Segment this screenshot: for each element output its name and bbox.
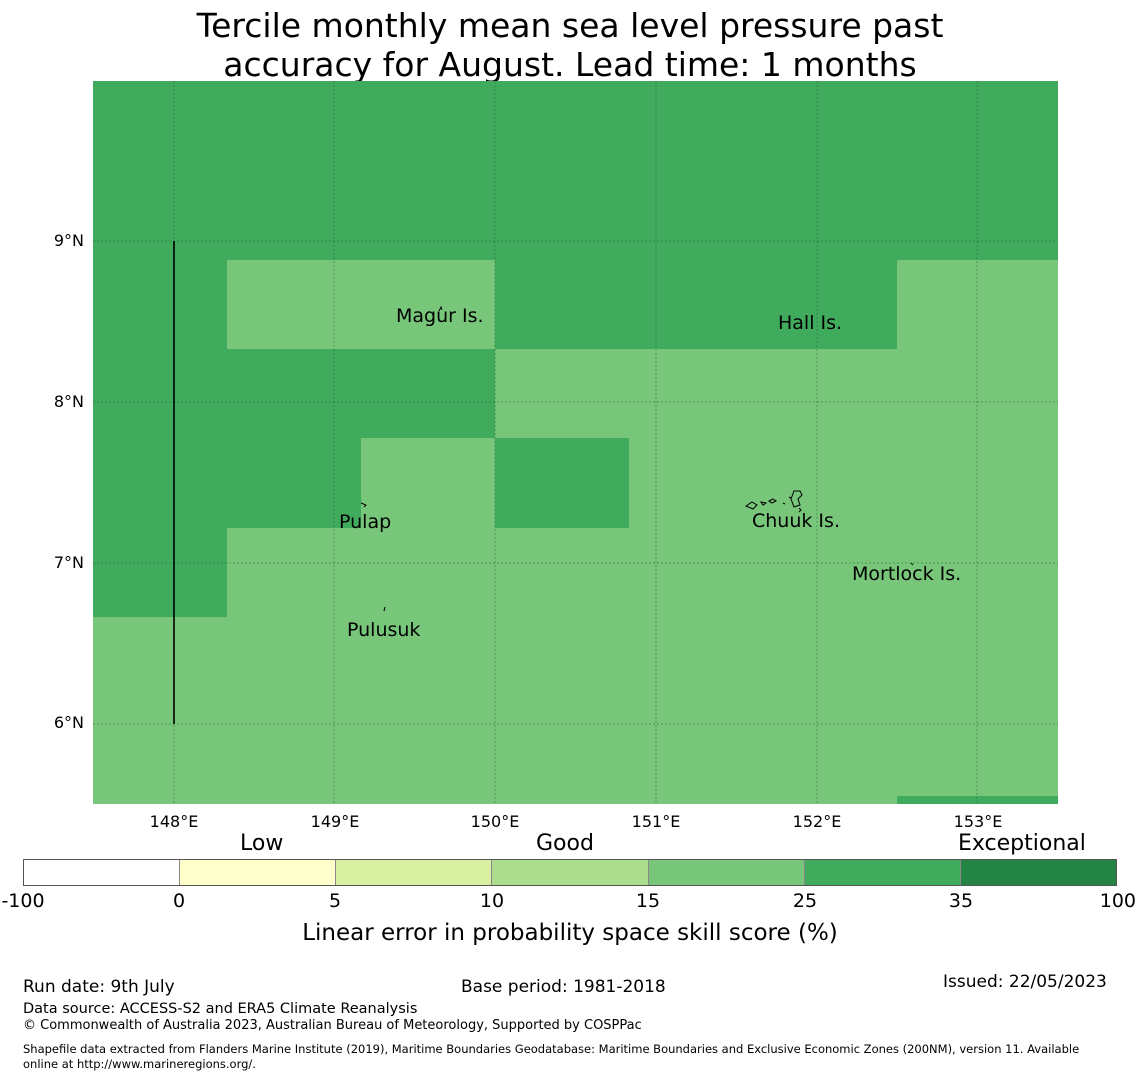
shapefile-credit-line-2: online at http://www.marineregions.org/. (23, 1057, 256, 1071)
y-tick-label: 7°N (53, 553, 84, 572)
map-cell (227, 349, 495, 438)
colorbar-tick-label: 35 (948, 890, 974, 912)
map-cell (897, 796, 1058, 804)
map-cell (227, 438, 361, 528)
pulap-island-outline (360, 502, 367, 508)
map-cell (93, 81, 1058, 260)
issued-date: Issued: 22/05/2023 (943, 972, 1107, 992)
label-hall-islands: Hall Is. (778, 312, 843, 334)
colorbar-segment (24, 860, 181, 885)
colorbar-tick-label: 5 (328, 890, 342, 912)
y-tick-label: 8°N (53, 392, 84, 411)
colorbar-axis-label: Linear error in probability space skill … (302, 920, 838, 946)
colorbar-tick-label: 15 (635, 890, 661, 912)
colorbar-tick-label: -100 (1, 890, 45, 912)
map-gridlines (93, 81, 1058, 804)
mortlock-island-outline (910, 562, 914, 566)
run-date: Run date: 9th July (23, 977, 175, 997)
colorbar (23, 859, 1117, 886)
colorbar-tick-label: 10 (479, 890, 505, 912)
label-chuuk-islands: Chuuk Is. (752, 510, 840, 532)
colorbar-category-good: Good (536, 831, 594, 856)
y-tick-label: 6°N (53, 713, 84, 732)
colorbar-segment (804, 860, 961, 885)
colorbar-tick-label: 100 (1099, 890, 1136, 912)
x-tick-label: 149°E (310, 812, 360, 831)
shapefile-credit-line-1: Shapefile data extracted from Flanders M… (23, 1042, 1080, 1056)
x-tick-label: 148°E (149, 812, 199, 831)
data-source: Data source: ACCESS-S2 and ERA5 Climate … (23, 1001, 418, 1017)
x-tick-label: 152°E (792, 812, 842, 831)
map-cell (495, 438, 629, 528)
map-canvas (93, 81, 1058, 804)
copyright-notice: © Commonwealth of Australia 2023, Austra… (23, 1018, 642, 1033)
colorbar-category-low: Low (240, 831, 284, 856)
colorbar-tick-label: 25 (792, 890, 818, 912)
x-tick-label: 150°E (470, 812, 520, 831)
map-cell (495, 260, 897, 349)
x-tick-label: 153°E (953, 812, 1003, 831)
colorbar-segment (648, 860, 805, 885)
colorbar-category-exceptional: Exceptional (958, 831, 1086, 856)
title-line-1: Tercile monthly mean sea level pressure … (196, 6, 944, 45)
y-tick-label: 9°N (53, 231, 84, 250)
pulusuk-island-outline (383, 606, 386, 612)
category-25-35-cells (93, 81, 1058, 804)
label-pulap: Pulap (339, 511, 392, 533)
island-outlines (360, 305, 914, 612)
label-mortlock-islands: Mortlock Is. (852, 563, 962, 585)
colorbar-segment (492, 860, 649, 885)
skill-map: Magur Is. Hall Is. Pulap Chuuk Is. Mortl… (93, 81, 1058, 804)
x-tick-label: 151°E (631, 812, 681, 831)
chart-title: Tercile monthly mean sea level pressure … (0, 6, 1140, 84)
magur-island-outline (438, 305, 443, 312)
chuuk-island-outline (744, 490, 803, 513)
title-line-2: accuracy for August. Lead time: 1 months (223, 45, 917, 84)
label-magur-islands: Magur Is. (396, 305, 484, 327)
map-cell (93, 260, 227, 617)
label-pulusuk: Pulusuk (347, 619, 421, 641)
colorbar-segment (180, 860, 337, 885)
colorbar-segment (960, 860, 1116, 885)
colorbar-tick-label: 0 (172, 890, 186, 912)
colorbar-segment (336, 860, 493, 885)
base-period: Base period: 1981-2018 (461, 977, 666, 997)
